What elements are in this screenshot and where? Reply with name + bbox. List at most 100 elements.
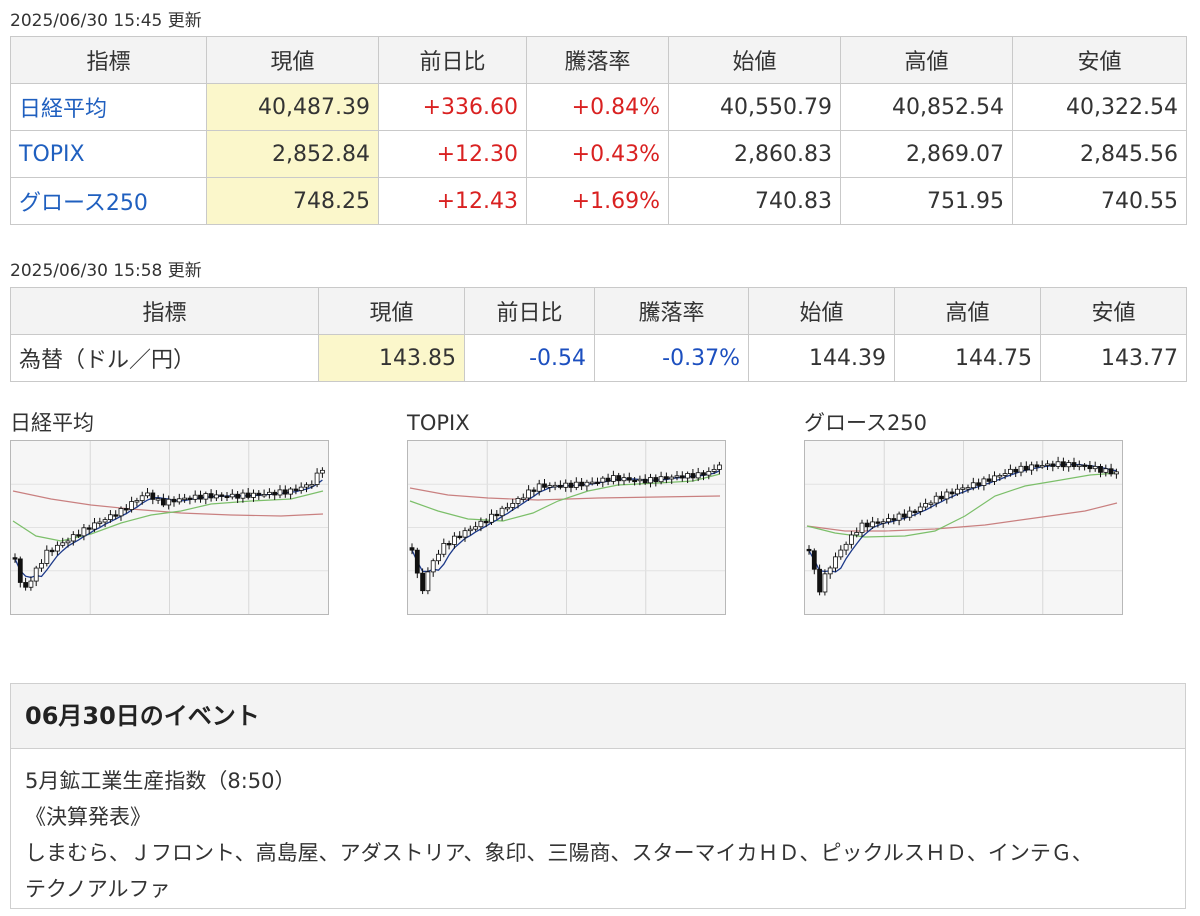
candle-body (473, 526, 478, 530)
table-row-growth250: グロース250 748.25 +12.43 +1.69% 740.83 751.… (10, 177, 1187, 225)
col-header-low: 安値 (1012, 36, 1187, 84)
candle-body (706, 471, 712, 476)
candle-body (965, 487, 971, 490)
stock-index-table: 指標 現値 前日比 騰落率 始値 高値 安値 日経平均 40,487.39 +3… (10, 36, 1187, 225)
candle-body (933, 495, 939, 504)
fx-table: 指標 現値 前日比 騰落率 始値 高値 安値 為替（ドル／円） 143.85 -… (10, 287, 1187, 382)
candle-body (277, 489, 283, 496)
candle-body (28, 580, 34, 588)
candle-body (1045, 463, 1050, 466)
candle-body (1018, 465, 1024, 473)
growth250-link[interactable]: グロース250 (19, 191, 148, 216)
candle-body (1007, 468, 1013, 475)
nikkei-chart-thumbnail[interactable] (10, 440, 329, 615)
candle-body (674, 475, 680, 478)
candle-body (446, 543, 452, 546)
current-value: 2,852.84 (206, 130, 379, 178)
candle-body (208, 493, 214, 499)
candle-body (44, 549, 50, 564)
candle-body (695, 472, 701, 479)
candle-body (875, 521, 881, 524)
table-header-row: 指標 現値 前日比 騰落率 始値 高値 安値 (10, 287, 1187, 335)
candle-body (494, 513, 500, 517)
col-header-change: 前日比 (378, 36, 527, 84)
current-value: 748.25 (206, 177, 379, 225)
candles (409, 461, 722, 595)
candle-body (409, 547, 415, 551)
candle-body (817, 568, 823, 593)
candle-body (1113, 471, 1119, 475)
candle-body (17, 558, 23, 583)
col-header-indicator: 指標 (10, 287, 319, 335)
candle-body (986, 478, 992, 482)
candle-body (81, 527, 87, 537)
candle-body (981, 478, 987, 486)
candle-body (526, 489, 531, 499)
candle-body (912, 510, 918, 514)
col-header-high: 高値 (840, 36, 1013, 84)
candle-body (870, 521, 875, 528)
rate-value: +1.69% (526, 177, 669, 225)
open-value: 40,550.79 (668, 83, 841, 131)
candle-body (547, 485, 553, 488)
candle-body (976, 482, 982, 486)
candle-body (245, 492, 251, 498)
candle-body (1034, 464, 1040, 468)
moving-average-long (409, 487, 721, 501)
rate-value: +0.43% (526, 130, 669, 178)
event-line: テクノアルファ (25, 877, 171, 901)
candle-body (954, 488, 960, 495)
high-value: 751.95 (840, 177, 1013, 225)
low-value: 2,845.56 (1012, 130, 1187, 178)
candle-body (97, 521, 103, 524)
candle-body (1098, 466, 1103, 473)
candle-body (1002, 473, 1008, 476)
events-panel: 06月30日のイベント 5月鉱工業生産指数（8:50） 《決算発表》 しまむら、… (10, 683, 1186, 909)
candle-body (298, 486, 304, 491)
event-line: 5月鉱工業生産指数（8:50） (25, 769, 296, 793)
candle-body (653, 477, 659, 483)
candle-body (39, 563, 44, 569)
candle-body (589, 481, 595, 485)
candle-body (557, 484, 563, 488)
candle-body (536, 483, 542, 492)
candle-body (648, 477, 653, 484)
change-value: +12.43 (378, 177, 527, 225)
candle-body (92, 522, 97, 530)
chart-title: グロース250 (804, 411, 928, 435)
growth250-chart-thumbnail[interactable] (804, 440, 1123, 615)
high-value: 2,869.07 (840, 130, 1013, 178)
moving-average-long (12, 490, 324, 517)
candle-body (1082, 464, 1088, 467)
candle-body (60, 542, 66, 546)
candle-body (960, 487, 966, 490)
topix-chart-thumbnail[interactable] (407, 440, 726, 615)
candle-body (129, 501, 134, 510)
candle-body (272, 491, 278, 496)
candle-body (579, 481, 585, 487)
candle-body (505, 507, 510, 510)
candle-body (70, 534, 76, 542)
candle-body (483, 520, 489, 524)
candle-body (229, 493, 235, 498)
candle-body (1050, 463, 1056, 467)
candle-body (1060, 461, 1066, 468)
col-header-high: 高値 (894, 287, 1041, 335)
change-value: +336.60 (378, 83, 527, 131)
topix-link[interactable]: TOPIX (19, 141, 85, 167)
candle-body (600, 477, 606, 483)
candle-body (849, 534, 854, 545)
candle-body (55, 544, 60, 552)
candle-body (907, 510, 913, 518)
candle-body (838, 549, 844, 558)
event-line: しまむら、Ｊフロント、高島屋、アダストリア、象印、三陽商、スターマイカＨＤ、ピッ… (25, 841, 1093, 865)
moving-average-short (808, 463, 1117, 573)
nikkei-link[interactable]: 日経平均 (19, 97, 108, 122)
candle-body (23, 582, 29, 588)
candle-body (944, 491, 950, 500)
candle-body (896, 513, 902, 521)
candle-body (701, 472, 706, 476)
candle-body (166, 498, 172, 506)
candle-body (430, 560, 436, 573)
chart-grid (408, 441, 725, 614)
